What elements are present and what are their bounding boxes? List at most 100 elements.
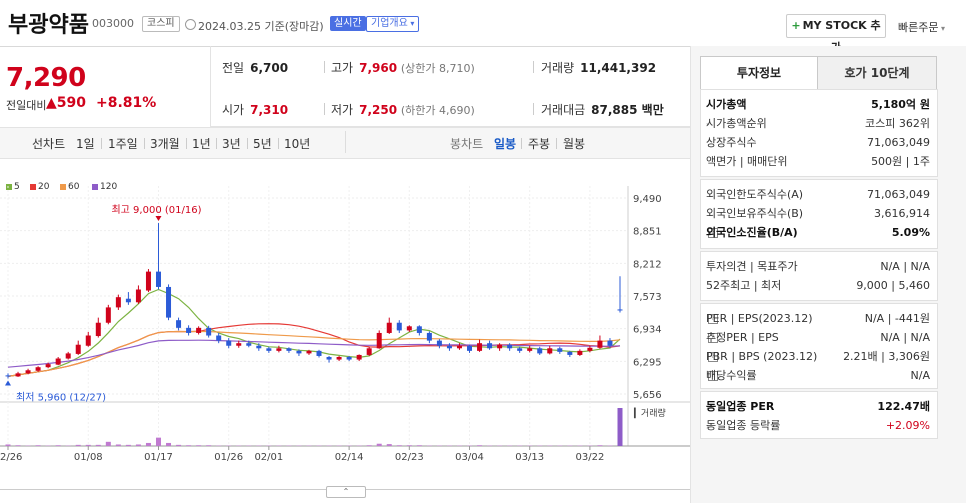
period-5y[interactable]: 5년 — [253, 137, 272, 151]
period-1w[interactable]: 1주일 — [108, 137, 138, 151]
candle-body — [487, 343, 493, 349]
volume-label: ▎거래량 — [633, 407, 666, 419]
candle-body — [477, 343, 483, 351]
candle-body — [306, 350, 312, 354]
info-value: N/A | N/A — [880, 331, 930, 344]
company-info-dropdown[interactable]: 기업개요 ▾ — [366, 16, 420, 32]
y-tick-label: 9,490 — [633, 194, 662, 205]
candle-body — [15, 373, 21, 377]
tab-invest-info[interactable]: 투자정보 — [700, 56, 818, 90]
info-row: PER | EPS(2023.12)? N/A | -441원 — [706, 311, 930, 327]
info-row: 동일업종 PER › 122.47배 — [706, 399, 930, 415]
info-row: 추정PER | EPS? N/A | N/A — [706, 330, 930, 346]
low-annotation: 최저 5,960 (12/27) — [16, 391, 106, 403]
volume-bar — [206, 445, 212, 446]
info-label: 투자의견 | 목표주가 — [706, 260, 798, 273]
tab-order-book[interactable]: 호가 10단계 — [817, 56, 937, 90]
quick-order-button[interactable]: 빠른주문 ▾ — [898, 19, 945, 35]
candle-body — [396, 322, 402, 331]
candle-body — [45, 364, 51, 368]
volume-bar — [155, 437, 161, 446]
volume-bar — [176, 444, 182, 446]
collapse-button[interactable]: ⌃ — [326, 486, 366, 498]
my-stock-add-button[interactable]: +MY STOCK 추가 — [786, 14, 886, 54]
info-section — [700, 391, 938, 439]
stat-value: 7,310 — [250, 103, 289, 117]
candle-body — [166, 286, 172, 318]
volume-bar — [75, 444, 81, 446]
info-value: 5,180억 원 — [871, 98, 930, 111]
chevron-right-icon[interactable]: › — [706, 422, 710, 431]
info-value: N/A | N/A — [880, 260, 930, 273]
candle-body — [436, 340, 442, 346]
info-row: 동일업종 등락률 › +2.09% — [706, 418, 930, 434]
candle-body — [196, 327, 202, 333]
stat-label: 시가 — [222, 103, 245, 117]
help-icon[interactable]: ? — [708, 371, 718, 381]
candle-body — [85, 335, 91, 346]
ma-120-line — [7, 339, 621, 368]
period-1y[interactable]: 1년 — [192, 137, 211, 151]
help-icon[interactable]: ? — [708, 228, 718, 238]
legend-swatch — [92, 184, 98, 190]
divider — [186, 138, 187, 149]
info-value: N/A — [910, 369, 930, 382]
x-tick-label: 02/23 — [395, 452, 424, 463]
info-row: 외국인한도주식수(A) 71,063,049 — [706, 187, 930, 203]
candle-body — [446, 345, 452, 349]
candle-body — [125, 298, 131, 303]
period-10y[interactable]: 10년 — [284, 137, 311, 151]
current-price: 7,290 — [6, 63, 86, 93]
info-row: 52주최고 | 최저 9,000 | 5,460 — [706, 278, 930, 294]
volume-bar — [617, 408, 623, 446]
x-tick-label: 02/14 — [335, 452, 364, 463]
stat-value: 11,441,392 — [580, 61, 657, 75]
candle-body — [75, 344, 81, 354]
volume-bar — [105, 441, 111, 446]
stock-header — [0, 0, 966, 47]
x-tick-label: 01/08 — [74, 452, 103, 463]
candle-weekly[interactable]: 주봉 — [528, 137, 551, 151]
volume-bar — [196, 445, 202, 446]
volume-bar — [386, 444, 392, 446]
candle-body — [507, 344, 513, 349]
help-icon[interactable]: ? — [708, 314, 718, 324]
info-value: N/A | -441원 — [864, 312, 930, 325]
info-label: 시가총액순위 — [706, 117, 767, 130]
candle-body — [95, 322, 101, 337]
period-1d[interactable]: 1일 — [76, 137, 95, 151]
price-block — [0, 46, 211, 126]
candle-body — [296, 350, 302, 354]
candle-monthly[interactable]: 월봉 — [563, 137, 586, 151]
candle-daily[interactable]: 일봉 — [494, 137, 517, 151]
legend-swatch — [30, 184, 36, 190]
divider — [216, 138, 217, 149]
info-row: 상장주식수 71,063,049 — [706, 135, 930, 151]
candle-body — [226, 340, 232, 346]
info-value: 71,063,049 — [867, 188, 930, 201]
info-value: 5.09% — [891, 226, 930, 239]
info-value: 2.21배 | 3,306원 — [843, 350, 930, 363]
stat-label: 거래대금 — [541, 103, 586, 117]
info-value: 9,000 | 5,460 — [856, 279, 930, 292]
volume-bar — [15, 445, 21, 446]
help-icon[interactable]: ? — [708, 352, 718, 362]
info-label: PER | EPS(2023.12) — [706, 312, 813, 325]
x-tick-label: 12/26 — [0, 452, 22, 463]
change-label: 전일대비 — [6, 99, 47, 112]
clock-icon — [185, 19, 196, 30]
volume-bar — [35, 445, 41, 446]
candle-body — [386, 322, 392, 333]
y-tick-label: 5,656 — [633, 390, 662, 401]
period-3y[interactable]: 3년 — [222, 137, 241, 151]
chevron-right-icon[interactable]: › — [706, 403, 710, 412]
chevron-right-icon[interactable]: › — [706, 120, 710, 129]
line-chart-label: 선차트 — [32, 137, 66, 151]
volume-bar — [416, 445, 422, 446]
help-icon[interactable]: ? — [708, 333, 718, 343]
price-chart[interactable]: 9,490 8,851 8,212 7,573 6,934 6,295 5,656 12/26… — [0, 158, 690, 488]
volume-bar — [366, 445, 372, 446]
realtime-button[interactable]: 실시간 — [330, 16, 366, 31]
period-3m[interactable]: 3개월 — [150, 137, 180, 151]
legend-ma-120: 120 — [100, 182, 118, 192]
